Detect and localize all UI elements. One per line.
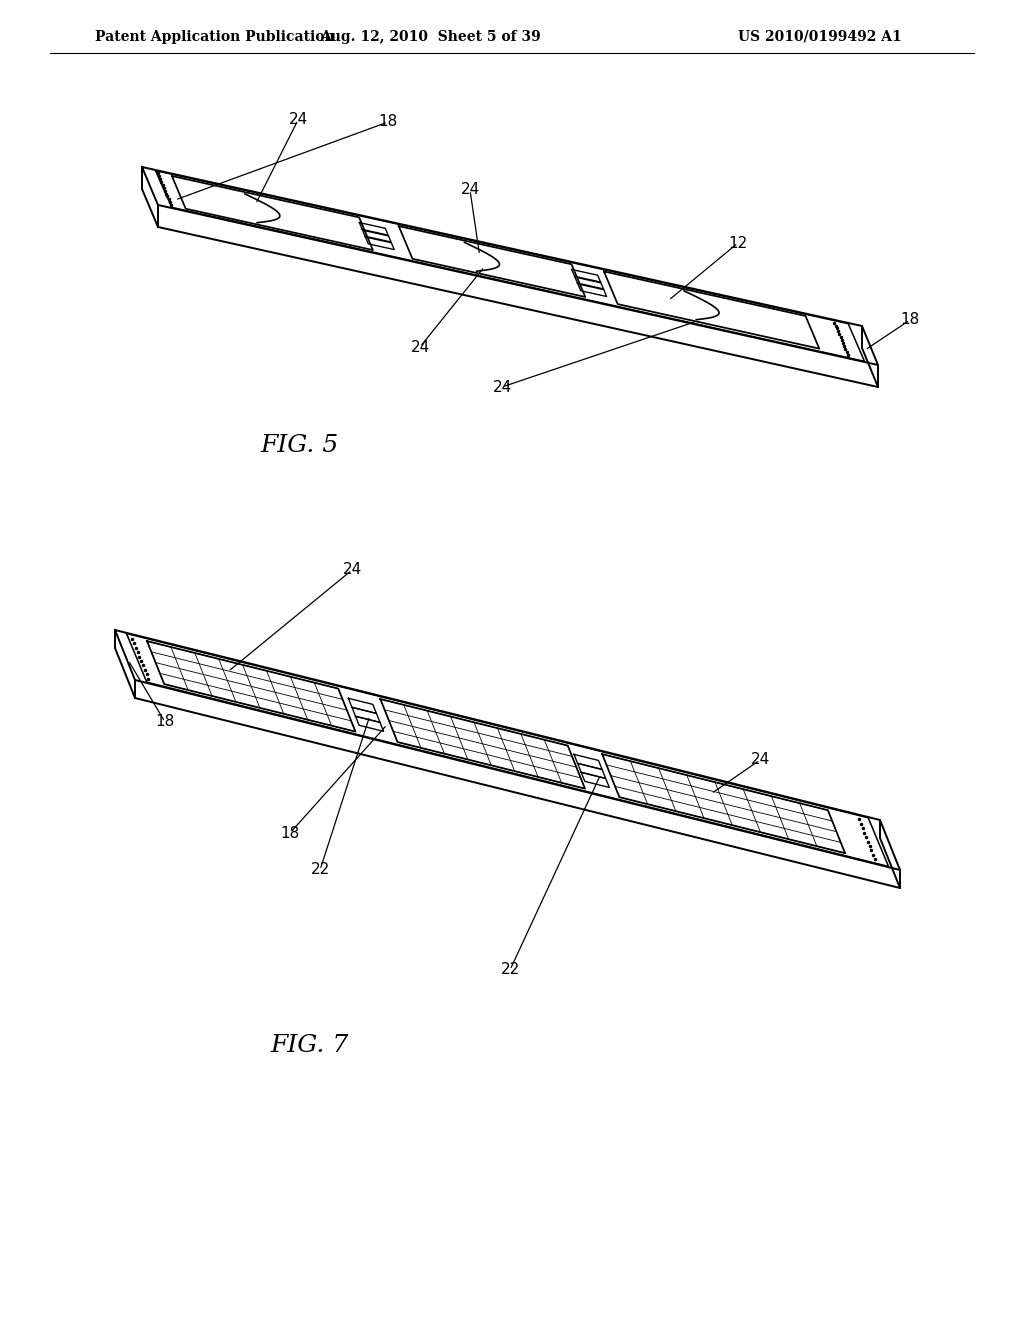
Text: 18: 18 [281, 825, 300, 841]
Text: 24: 24 [411, 339, 430, 355]
Text: 24: 24 [751, 752, 770, 767]
Text: 18: 18 [379, 115, 397, 129]
Text: FIG. 7: FIG. 7 [271, 1034, 349, 1056]
Text: 18: 18 [156, 714, 175, 730]
Text: Patent Application Publication: Patent Application Publication [95, 30, 335, 44]
Text: 24: 24 [289, 112, 307, 128]
Text: 24: 24 [461, 182, 479, 198]
Text: US 2010/0199492 A1: US 2010/0199492 A1 [738, 30, 902, 44]
Text: FIG. 5: FIG. 5 [261, 433, 339, 457]
Text: 22: 22 [310, 862, 330, 878]
Text: Aug. 12, 2010  Sheet 5 of 39: Aug. 12, 2010 Sheet 5 of 39 [319, 30, 541, 44]
Text: 18: 18 [900, 313, 920, 327]
Text: 22: 22 [501, 962, 519, 978]
Text: 24: 24 [342, 562, 361, 578]
Text: 24: 24 [493, 380, 512, 395]
Text: 12: 12 [728, 235, 748, 251]
